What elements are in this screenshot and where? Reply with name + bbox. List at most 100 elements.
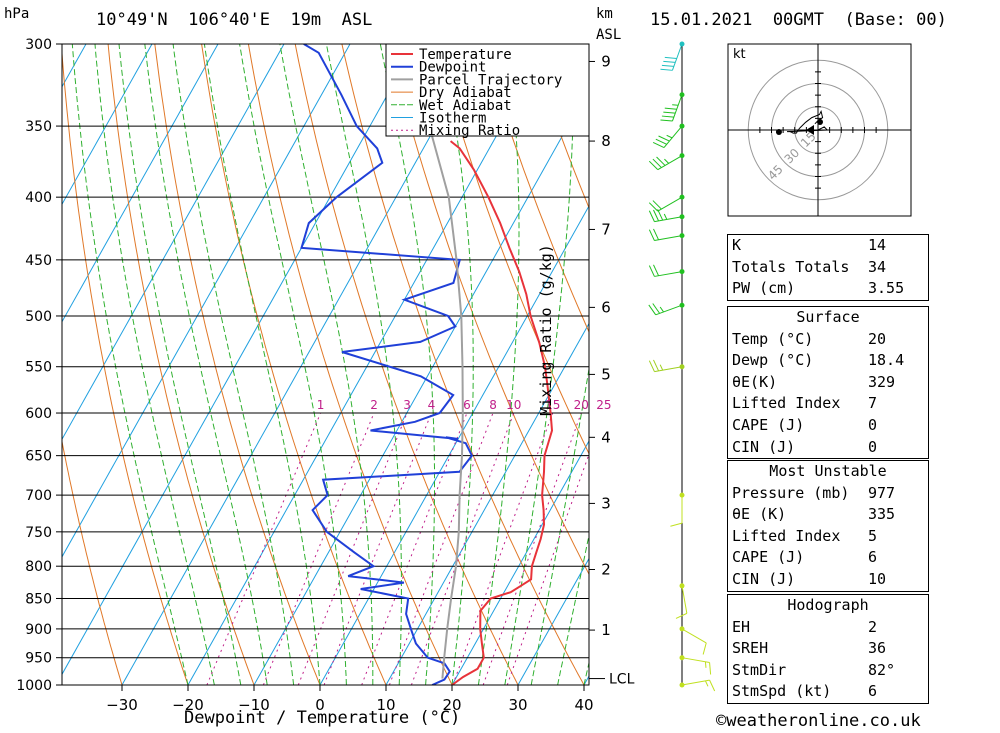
row-value: 5 [868,526,878,545]
table-row: CAPE (J) 6 [728,547,928,569]
wet-adiabat-line [203,44,321,685]
row-label: CAPE (J) [732,415,805,434]
table-row: Dewp (°C) 18.4 [728,350,928,372]
dry-adiabat-line [154,44,321,685]
pressure-tick-label: 800 [25,559,52,575]
legend-label: Dry Adiabat [419,85,512,101]
mixing-ratio-line [297,412,408,685]
table-row: StmSpd (kt) 6 [728,681,928,703]
wind-barb-flag [648,229,655,241]
wind-barb-halfflag [704,680,709,687]
temp-tick-label: −30 [106,696,138,714]
wind-barb-flag [661,115,674,118]
row-value: 10 [868,569,887,588]
wind-barb-halfflag [664,158,670,164]
row-value: 329 [868,372,896,391]
table-row: PW (cm) 3.55 [728,278,928,300]
wind-barb-flag [660,119,673,122]
table-row: Lifted Index 5 [728,526,928,548]
wind-barb-flag [653,359,660,372]
mixing-ratio-line [262,412,375,685]
row-label: EH [732,617,751,636]
wind-barb-staff [671,94,683,122]
wind-barb-staff [654,216,683,223]
wet-adiabat-line [118,44,242,685]
hodograph-unit-label: kt [733,47,746,62]
dry-adiabat-line [247,44,453,685]
pressure-tick-label: 1000 [16,678,52,694]
datetime-title: 15.01.2021 00GMT (Base: 00) [650,10,947,30]
height-km-label: 8 [601,132,611,150]
plot-frame [61,43,590,686]
wind-barb-halfflag [659,364,664,371]
wind-barb-flag [652,158,662,168]
mixing-ratio-line [388,412,494,685]
wind-barb-flag [648,160,659,171]
wet-adiabat-line [477,44,520,685]
wind-barb-flag [661,64,674,67]
wind-barb-flag [702,642,707,655]
row-value: 36 [868,639,887,658]
row-label: Dewp (°C) [732,351,814,370]
hodograph-table: Hodograph EH 2 SREH 36 StmDir 82° StmSpd (kt) 6 [727,594,929,704]
legend-label: Parcel Trajectory [419,72,562,88]
row-label: CIN (J) [732,437,796,456]
most-unstable-table: Most Unstable Pressure (mb) 977 θE (K) 335 L… [727,460,929,592]
row-value: 82° [868,660,896,679]
wind-barb-flag [653,228,660,241]
table-row: θE(K) 329 [728,372,928,394]
temp-tick-label: 20 [442,696,461,714]
height-km-label: 9 [601,52,611,70]
height-km-label: 4 [601,428,611,446]
isotherm-line [517,557,589,685]
wind-barb-flag [709,679,716,692]
wind-barb-staff [654,235,683,242]
wet-adiabat-line [530,366,589,685]
pressure-tick-label: 900 [25,622,52,638]
height-unit-asl: ASL [596,27,622,43]
pressure-tick-label: 400 [25,190,52,206]
pressure-tick-label: 850 [25,591,52,607]
temperature-line [449,140,554,685]
row-label: Pressure (mb) [732,483,850,502]
legend-box [385,43,590,137]
table-row: StmDir 82° [728,660,928,682]
wet-adiabat-line [71,44,189,685]
mixing-ratio-label: 15 [545,398,560,412]
wind-barb-staff [681,628,707,644]
wind-barb-flag [663,60,676,63]
wind-barb-staff [654,366,683,373]
height-km-label: 7 [601,220,611,238]
row-value: 2 [868,617,878,636]
row-label: θE(K) [732,372,778,391]
temp-tick-label: 10 [376,696,395,714]
mixing-ratio-axis-title: Mixing Ratio (g/kg) [537,244,555,416]
wind-barb-halfflag [663,213,668,220]
row-label: Totals Totals [732,257,850,276]
row-value: 7 [868,394,878,413]
wet-adiabat-line [94,44,215,685]
wind-barb-flag [660,68,673,71]
wind-barb-flag [675,612,688,619]
pressure-tick-label: 600 [25,406,52,422]
isotherm-line [62,44,219,323]
surface-table: Surface Temp (°C) 20 Dewp (°C) 18.4 θE(K) 329… [727,306,929,460]
hodograph-marker [775,129,782,135]
table-row: CIN (J) 0 [728,437,928,459]
wind-barb-flag [652,141,665,148]
wind-barb-staff [663,125,683,148]
row-value: 0 [868,415,878,434]
mixing-ratio-label: 8 [489,398,497,412]
credit-text[interactable]: ©weatheronline.co.uk [716,711,921,731]
row-label: StmSpd (kt) [732,682,832,701]
row-value: 20 [868,329,887,348]
wind-barb-flag [648,202,659,212]
wind-barb-staff [655,304,683,316]
isotherm-line [451,440,589,685]
isotherm-line [62,44,417,676]
wind-barb-flag [648,360,655,372]
legend-label: Wet Adiabat [419,98,512,114]
surface-title: Surface [796,308,860,326]
wind-barb-flag [709,662,712,675]
wind-barb-flag [657,209,664,221]
